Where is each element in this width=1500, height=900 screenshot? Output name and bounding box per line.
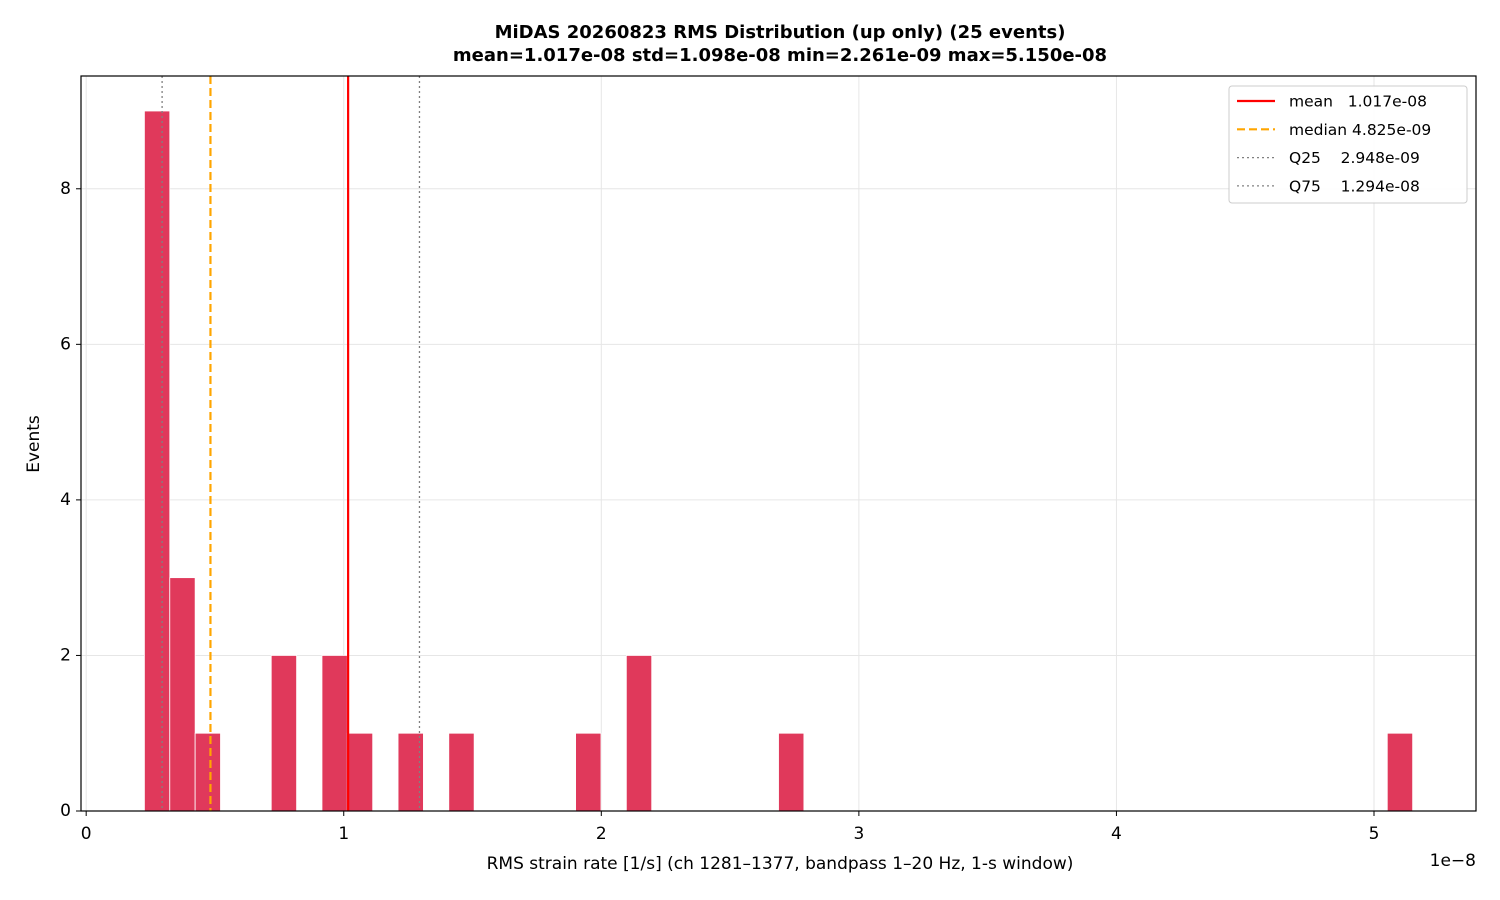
x-tick-label: 1 [338, 824, 349, 844]
y-tick-label: 8 [60, 179, 71, 199]
x-offset-label: 1e−8 [1430, 851, 1476, 871]
y-tick-label: 6 [60, 334, 71, 354]
chart-title: MiDAS 20260823 RMS Distribution (up only… [495, 22, 1066, 43]
y-axis-label: Events [24, 415, 44, 473]
bar [778, 732, 805, 812]
y-tick-label: 2 [60, 645, 71, 665]
x-axis-label: RMS strain rate [1/s] (ch 1281–1377, ban… [487, 854, 1074, 874]
legend: mean 1.017e-08 median 4.825e-09 Q25 2.948e… [1228, 85, 1468, 204]
bar [194, 732, 221, 812]
bar [346, 732, 374, 812]
legend-label: median 4.825e-09 [1289, 121, 1431, 139]
x-tick-label: 4 [1111, 824, 1122, 844]
y-tick-label: 4 [60, 490, 71, 510]
plot-frame [80, 75, 1477, 812]
legend-label: Q75 1.294e-08 [1289, 177, 1420, 195]
bar [270, 655, 298, 812]
bar [575, 732, 602, 812]
bar [625, 655, 653, 812]
x-tick-label: 0 [81, 824, 92, 844]
legend-label: mean 1.017e-08 [1289, 93, 1427, 111]
legend-box [1228, 85, 1468, 204]
x-tick-label: 5 [1369, 824, 1380, 844]
chart-subtitle: mean=1.017e-08 std=1.098e-08 min=2.261e-… [453, 45, 1107, 66]
legend-label: Q25 2.948e-09 [1289, 149, 1420, 167]
y-tick-label: 0 [60, 801, 71, 821]
bar [448, 732, 475, 812]
bar [169, 577, 196, 812]
x-tick-label: 2 [596, 824, 607, 844]
bar [144, 110, 171, 812]
x-tick-label: 3 [853, 824, 864, 844]
bar [1386, 732, 1414, 812]
bar [321, 655, 348, 812]
